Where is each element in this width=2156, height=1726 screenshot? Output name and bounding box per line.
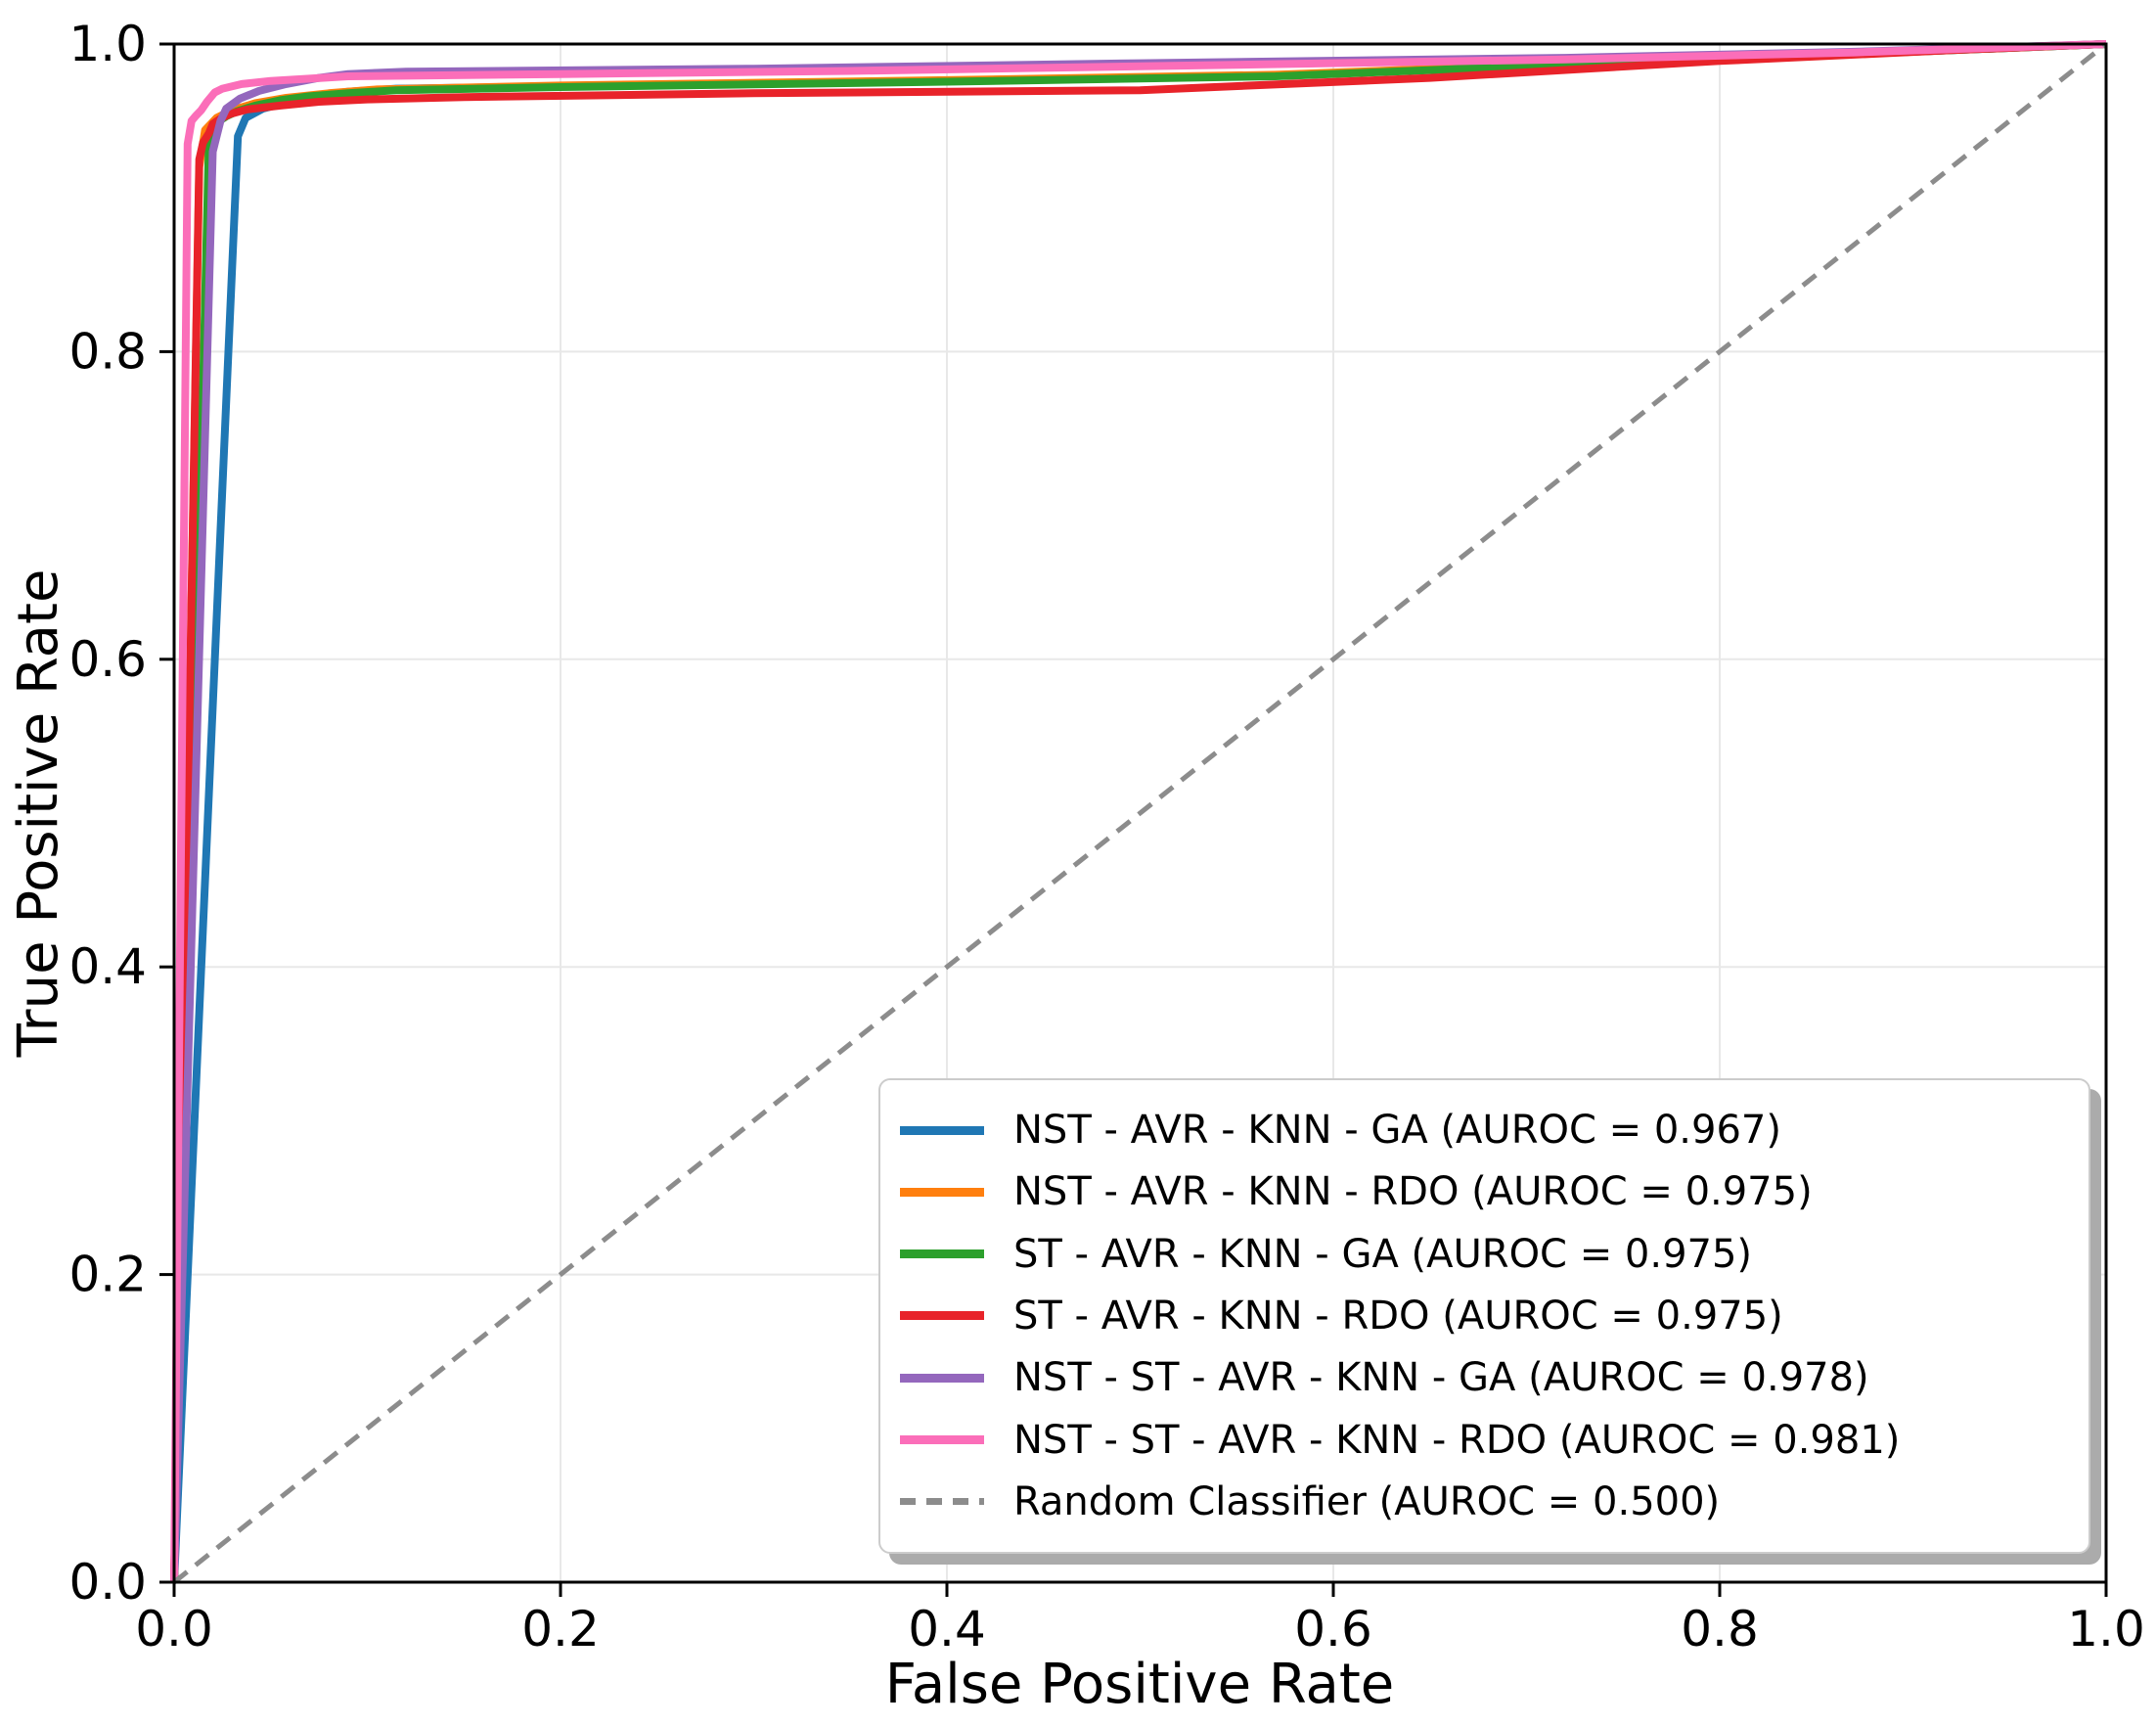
roc-curves-group xyxy=(170,40,2108,1584)
x-tick-label: 0.2 xyxy=(521,1601,600,1658)
legend-entry-label: NST - ST - AVR - KNN - GA (AUROC = 0.978… xyxy=(1013,1355,1869,1401)
legend-entry-label: NST - AVR - KNN - RDO (AUROC = 0.975) xyxy=(1013,1169,1813,1215)
y-tick-label: 0.6 xyxy=(68,631,147,688)
x-tick-labels: 0.0 0.2 0.4 0.6 0.8 1.0 xyxy=(135,1601,2145,1658)
x-axis-title: False Positive Rate xyxy=(885,1653,1394,1716)
roc-curve-nst-st-avr-knn-rdo xyxy=(170,40,2107,1583)
x-tick-label: 0.8 xyxy=(1681,1601,1759,1658)
legend-entry: ST - AVR - KNN - RDO (AUROC = 0.975) xyxy=(900,1286,2065,1346)
legend-line-swatch xyxy=(900,1373,984,1383)
legend-entry: NST - ST - AVR - KNN - GA (AUROC = 0.978… xyxy=(900,1347,2065,1408)
y-tick-labels: 0.0 0.2 0.4 0.6 0.8 1.0 xyxy=(68,16,147,1611)
y-tick-label: 1.0 xyxy=(68,16,147,72)
legend-line-swatch xyxy=(900,1435,984,1445)
legend-entry: NST - AVR - KNN - GA (AUROC = 0.967) xyxy=(900,1100,2065,1160)
x-tick-label: 0.6 xyxy=(1294,1601,1372,1658)
legend-entry-label: ST - AVR - KNN - GA (AUROC = 0.975) xyxy=(1013,1231,1753,1277)
tick-marks xyxy=(159,42,2108,1597)
x-tick-label: 0.4 xyxy=(908,1601,986,1658)
legend-entry: NST - ST - AVR - KNN - RDO (AUROC = 0.98… xyxy=(900,1410,2065,1471)
legend-line-swatch xyxy=(900,1125,984,1135)
x-tick-label: 1.0 xyxy=(2067,1601,2145,1658)
y-tick-label: 0.0 xyxy=(68,1554,147,1611)
legend-box: NST - AVR - KNN - GA (AUROC = 0.967) NST… xyxy=(878,1078,2090,1554)
y-axis-title: True Positive Rate xyxy=(7,569,70,1059)
plot-frame xyxy=(172,42,2108,1584)
legend-entry: NST - AVR - KNN - RDO (AUROC = 0.975) xyxy=(900,1161,2065,1222)
roc-curve-st-avr-knn-rdo xyxy=(170,40,2107,1583)
y-tick-label: 0.8 xyxy=(68,323,147,380)
legend-line-swatch xyxy=(900,1311,984,1321)
legend-line-swatch xyxy=(900,1498,984,1506)
legend-entry: ST - AVR - KNN - GA (AUROC = 0.975) xyxy=(900,1224,2065,1285)
legend-entry-label: Random Classifier (AUROC = 0.500) xyxy=(1013,1478,1721,1524)
y-tick-label: 0.2 xyxy=(68,1247,147,1303)
y-tick-label: 0.4 xyxy=(68,938,147,995)
legend-entry-label: NST - AVR - KNN - GA (AUROC = 0.967) xyxy=(1013,1108,1781,1153)
legend-entry-label: NST - ST - AVR - KNN - RDO (AUROC = 0.98… xyxy=(1013,1417,1901,1463)
legend-line-swatch xyxy=(900,1249,984,1259)
legend-entry-label: ST - AVR - KNN - RDO (AUROC = 0.975) xyxy=(1013,1293,1783,1339)
legend-entry: Random Classifier (AUROC = 0.500) xyxy=(900,1472,2065,1532)
legend-line-swatch xyxy=(900,1187,984,1197)
x-tick-label: 0.0 xyxy=(135,1601,213,1658)
roc-curve-random-classifier xyxy=(172,42,2108,1584)
